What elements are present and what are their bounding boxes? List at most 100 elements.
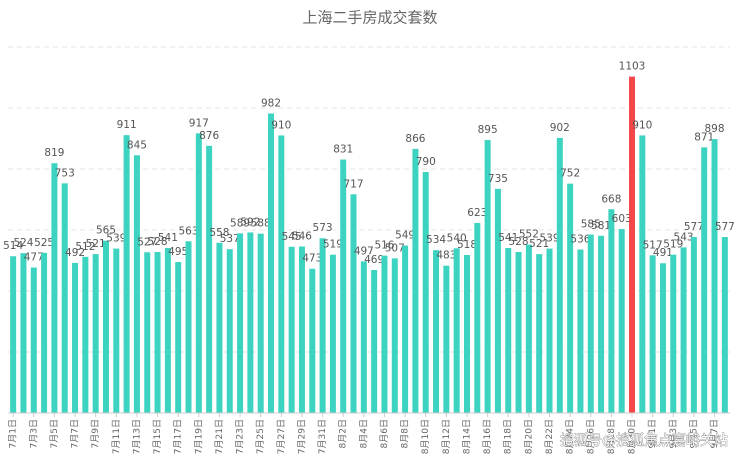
data-label: 581 xyxy=(591,220,611,232)
data-label: 549 xyxy=(395,230,415,242)
data-label: 588 xyxy=(251,218,271,230)
data-label: 845 xyxy=(127,139,147,151)
bar xyxy=(113,248,120,413)
x-tick-label: 7月25日 xyxy=(255,419,266,454)
bar xyxy=(298,246,305,413)
data-label: 539 xyxy=(106,233,126,245)
data-label: 982 xyxy=(261,97,281,109)
bar xyxy=(453,248,460,413)
bar xyxy=(371,269,378,413)
bar xyxy=(422,172,429,413)
bar xyxy=(598,235,605,413)
x-tick-label: 7月1日 xyxy=(8,419,19,448)
bar xyxy=(144,252,151,413)
data-label: 735 xyxy=(488,173,508,185)
bar xyxy=(30,267,37,413)
x-tick-label: 9月7日 xyxy=(709,419,720,448)
bar xyxy=(10,256,17,413)
x-tick-label: 7月27日 xyxy=(276,419,287,454)
bar xyxy=(206,145,213,413)
bar xyxy=(649,255,656,413)
bar xyxy=(680,247,687,413)
data-label: 541 xyxy=(498,232,518,244)
bar xyxy=(515,251,522,413)
data-label: 753 xyxy=(55,167,75,179)
x-tick-label: 7月19日 xyxy=(193,419,204,454)
bar xyxy=(102,240,109,413)
data-label: 910 xyxy=(632,119,652,131)
bar xyxy=(350,194,357,413)
x-tick-label: 8月24日 xyxy=(565,419,576,454)
bar xyxy=(629,76,636,414)
data-label: 871 xyxy=(694,131,714,143)
data-label: 507 xyxy=(385,242,405,254)
data-label: 495 xyxy=(168,246,188,258)
data-label: 790 xyxy=(416,156,436,168)
x-tick-label: 8月30日 xyxy=(627,419,638,454)
bar xyxy=(484,140,491,413)
x-tick-label: 8月14日 xyxy=(461,419,472,454)
x-tick-label: 7月5日 xyxy=(49,419,60,448)
x-tick-label: 8月4日 xyxy=(358,419,369,448)
data-label: 831 xyxy=(333,144,353,156)
bar xyxy=(433,250,440,413)
bar xyxy=(237,233,244,413)
data-label: 552 xyxy=(519,229,539,241)
data-label: 1103 xyxy=(619,61,646,73)
x-tick-label: 7月29日 xyxy=(296,419,307,454)
bar xyxy=(82,256,89,413)
data-label: 902 xyxy=(550,122,570,134)
x-tick-label: 8月12日 xyxy=(441,419,452,454)
bar xyxy=(505,247,512,413)
data-label: 469 xyxy=(364,254,384,266)
data-label: 585 xyxy=(581,219,601,231)
data-label: 563 xyxy=(178,225,198,237)
bar xyxy=(474,222,481,413)
data-label: 545 xyxy=(282,231,302,243)
data-label: 752 xyxy=(560,168,580,180)
bar xyxy=(92,254,99,413)
bar xyxy=(381,255,388,413)
data-label: 491 xyxy=(653,247,673,259)
bar xyxy=(608,209,615,413)
bar xyxy=(123,135,130,413)
bar xyxy=(72,262,79,413)
bar xyxy=(226,249,233,413)
data-label: 521 xyxy=(86,238,106,250)
bar xyxy=(133,155,140,413)
data-label: 895 xyxy=(478,124,498,136)
data-label: 558 xyxy=(209,227,229,239)
bar xyxy=(319,238,326,413)
x-tick-label: 8月28日 xyxy=(606,419,617,454)
x-tick-label: 8月22日 xyxy=(544,419,555,454)
bar xyxy=(154,251,161,413)
x-tick-label: 8月20日 xyxy=(523,419,534,454)
data-label: 717 xyxy=(344,178,364,190)
bar xyxy=(659,263,666,413)
data-label: 512 xyxy=(75,241,95,253)
bar xyxy=(216,242,223,413)
bar xyxy=(195,133,202,413)
bar xyxy=(577,249,584,413)
data-label: 546 xyxy=(292,230,312,242)
data-label: 898 xyxy=(705,123,725,135)
bar xyxy=(309,268,316,413)
data-label: 917 xyxy=(189,117,209,129)
bar xyxy=(257,233,264,413)
x-tick-label: 8月18日 xyxy=(503,419,514,454)
data-label: 539 xyxy=(539,233,559,245)
bar xyxy=(536,254,543,413)
data-label: 483 xyxy=(436,250,456,262)
x-tick-label: 8月8日 xyxy=(400,419,411,448)
x-tick-label: 9月5日 xyxy=(688,419,699,448)
bar xyxy=(175,262,182,413)
data-label: 516 xyxy=(374,240,394,252)
bar xyxy=(494,188,501,413)
x-tick-label: 9月1日 xyxy=(647,419,658,448)
data-label: 589 xyxy=(230,217,250,229)
bar xyxy=(51,163,58,413)
x-tick-label: 8月6日 xyxy=(379,419,390,448)
data-label: 519 xyxy=(663,239,683,251)
bar xyxy=(721,237,728,413)
